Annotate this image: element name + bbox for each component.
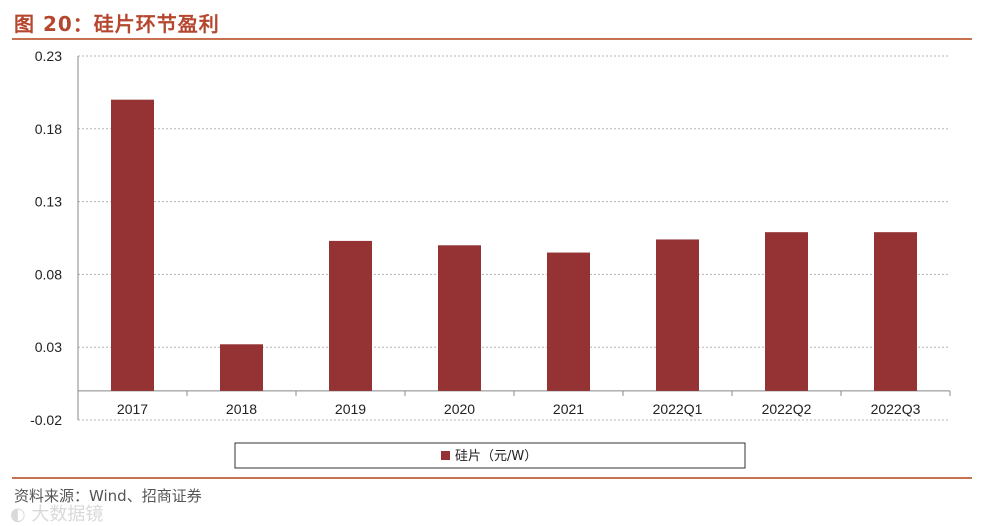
y-tick-label: 0.18	[35, 121, 62, 137]
y-tick-label: 0.08	[35, 266, 62, 282]
y-tick-label: 0.03	[35, 339, 62, 355]
bar	[656, 239, 699, 391]
bar	[438, 245, 481, 391]
x-tick-label: 2022Q2	[762, 401, 812, 417]
x-tick-label: 2018	[226, 401, 257, 417]
legend-box	[234, 442, 746, 469]
bar	[547, 252, 590, 391]
y-tick-label: -0.02	[30, 412, 62, 428]
x-axis-ticks: 2017 2018 2019 2020 2021 2022Q1 2022Q2 2022Q3	[117, 390, 951, 417]
x-tick-label: 2021	[553, 401, 584, 417]
bar	[765, 232, 808, 391]
y-axis-ticks: 0.23 0.18 0.13 0.08 0.03 -0.02	[30, 48, 62, 428]
gridlines	[78, 55, 950, 421]
x-tick-label: 2019	[335, 401, 366, 417]
x-tick-label: 2020	[444, 401, 475, 417]
title-rule	[12, 38, 972, 40]
x-tick-label: 2022Q3	[871, 401, 921, 417]
bar	[220, 344, 263, 391]
legend-swatch	[441, 451, 450, 460]
bars	[111, 99, 917, 391]
y-tick-label: 0.23	[35, 48, 62, 64]
source-note: 资料来源：Wind、招商证券	[14, 487, 202, 505]
y-tick-label: 0.13	[35, 194, 62, 210]
bar	[329, 240, 372, 391]
legend-label: 硅片（元/W）	[455, 449, 537, 464]
bar	[874, 232, 917, 391]
bar	[111, 99, 154, 391]
footer-rule	[12, 477, 972, 479]
watermark: ◐ 大数据镜	[10, 504, 104, 525]
x-tick-label: 2017	[117, 401, 148, 417]
x-tick-label: 2022Q1	[653, 401, 703, 417]
figure-title: 图 20：硅片环节盈利	[14, 12, 220, 36]
